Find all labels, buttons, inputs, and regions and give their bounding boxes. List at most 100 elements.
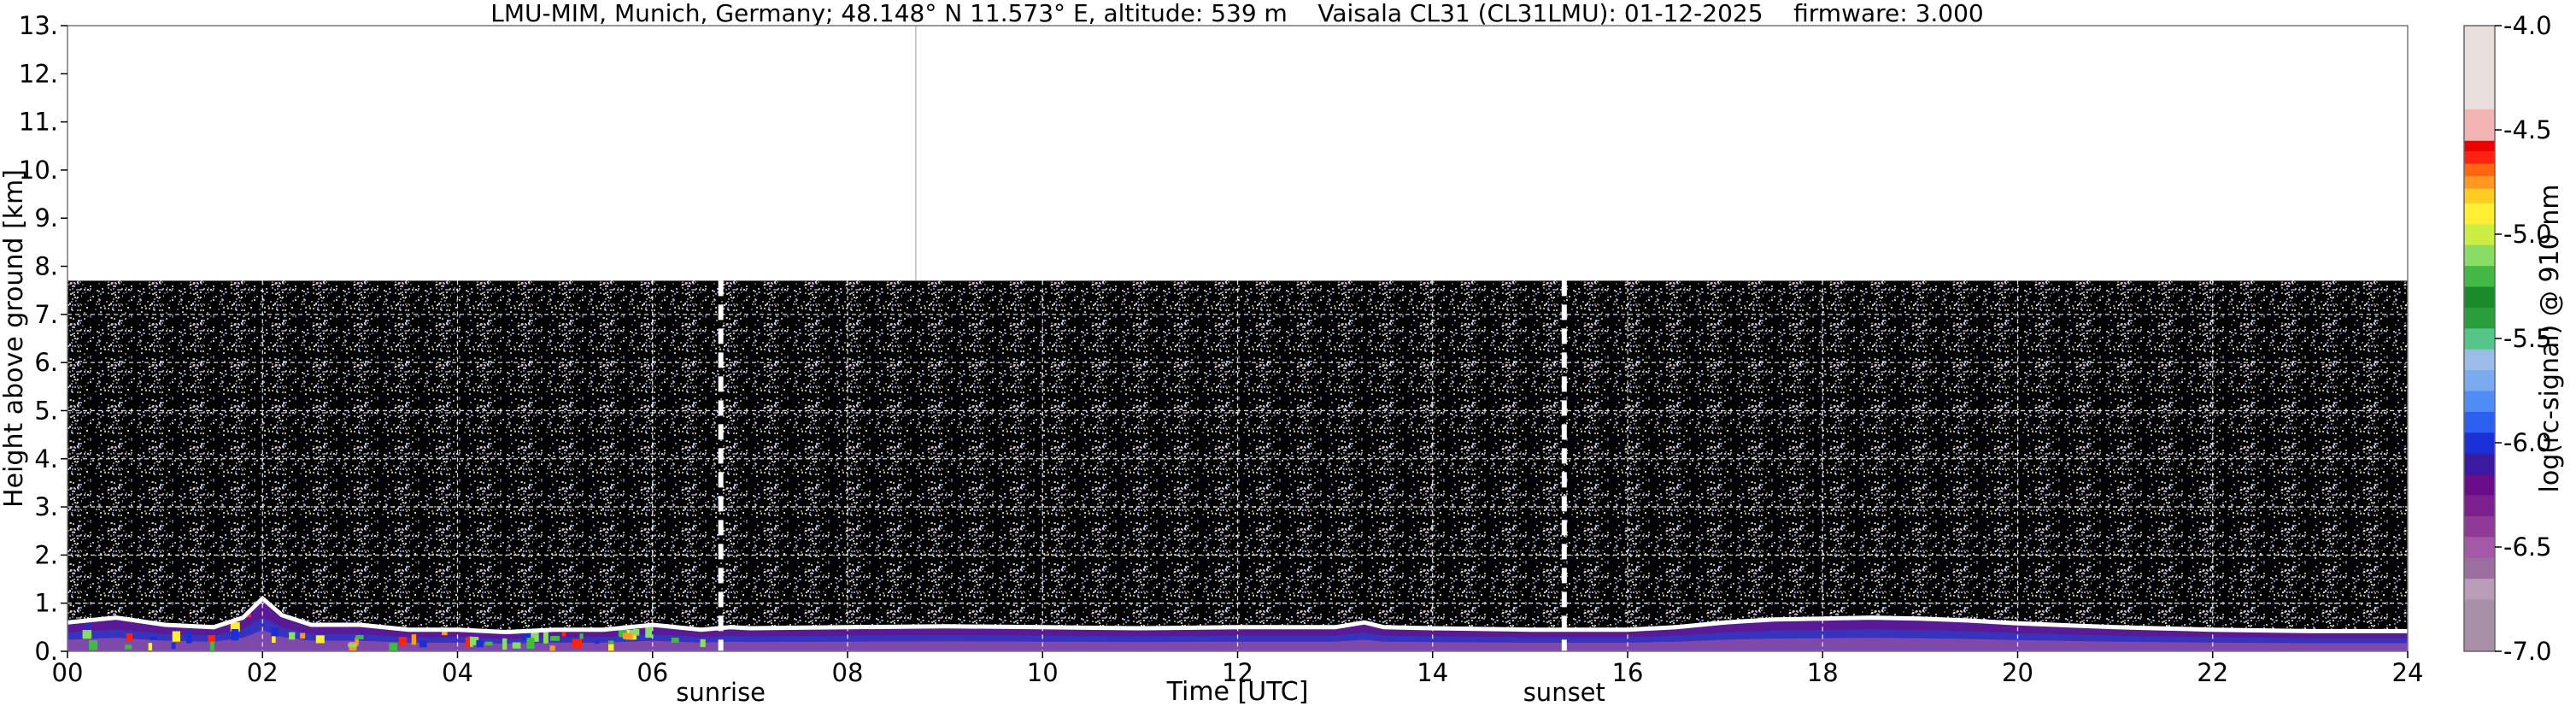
aerosol-patch xyxy=(572,638,582,649)
sunrise-label: sunrise xyxy=(676,678,766,706)
aerosol-patch xyxy=(700,638,706,648)
colorbar-band xyxy=(2464,495,2495,516)
colorbar-band xyxy=(2464,286,2495,308)
aerosol-patch xyxy=(171,642,176,650)
x-tick-label: 06 xyxy=(637,658,668,687)
y-tick-label: 12. xyxy=(19,59,58,88)
aerosol-patch xyxy=(550,635,560,641)
colorbar-tick-label: -4.0 xyxy=(2503,11,2552,40)
sun-marker-labels: sunrise sunset xyxy=(676,678,1605,706)
colorbar-band xyxy=(2464,536,2495,558)
y-tick-label: 5. xyxy=(34,396,58,425)
aerosol-patch xyxy=(594,639,600,644)
colorbar-band xyxy=(2464,163,2495,177)
aerosol-patch xyxy=(579,633,584,639)
colorbar-band xyxy=(2464,327,2495,350)
aerosol-patch xyxy=(411,634,417,645)
x-tick-label: 04 xyxy=(442,658,473,687)
y-tick-label: 9. xyxy=(34,203,58,232)
y-tick-label: 10. xyxy=(19,156,58,185)
aerosol-patch xyxy=(671,638,679,644)
colorbar-tick-label: -4.5 xyxy=(2503,115,2552,144)
colorbar-band xyxy=(2464,265,2495,287)
aerosol-patch xyxy=(398,637,408,647)
aerosol-patch xyxy=(468,637,479,645)
x-tick-label: 24 xyxy=(2392,658,2424,687)
y-tick-label: 7. xyxy=(34,300,58,329)
aerosol-patch xyxy=(607,644,614,651)
aerosol-patch xyxy=(469,636,473,647)
colorbar-band xyxy=(2464,411,2495,433)
x-tick-label: 18 xyxy=(1807,658,1839,687)
aerosol-patch xyxy=(502,638,508,650)
aerosol-patch xyxy=(645,627,652,638)
aerosol-patch xyxy=(476,639,484,648)
aerosol-patch xyxy=(315,635,325,644)
colorbar-band xyxy=(2464,150,2495,164)
y-tick-label: 8. xyxy=(34,252,58,281)
colorbar-band xyxy=(2464,109,2495,141)
y-tick-label: 3. xyxy=(34,492,58,521)
y-tick-label: 1. xyxy=(34,589,58,618)
aerosol-patch xyxy=(300,632,306,639)
x-tick-label: 20 xyxy=(2002,658,2033,687)
colorbar-band xyxy=(2464,599,2495,652)
x-tick-label: 08 xyxy=(832,658,864,687)
colorbar-tick-label: -6.5 xyxy=(2503,532,2552,562)
colorbar-tick-label: -5.5 xyxy=(2503,324,2552,353)
colorbar-label: log(rc-signal) @ 910 nm xyxy=(2535,185,2565,493)
aerosol-patch xyxy=(355,634,364,640)
y-axis-label: Height above ground [km] xyxy=(0,169,29,508)
colorbar-band xyxy=(2464,432,2495,454)
aerosol-patch xyxy=(607,640,614,645)
x-tick-label: 00 xyxy=(52,658,84,687)
x-tick-label: 16 xyxy=(1612,658,1644,687)
colorbar-band xyxy=(2464,474,2495,496)
x-axis: 00 02 04 06 08 10 12 14 16 18 20 22 24 xyxy=(52,651,2424,687)
y-tick-label: 11. xyxy=(19,108,58,137)
aerosol-patch xyxy=(82,630,92,639)
y-tick-label: 0. xyxy=(34,637,58,666)
y-tick-label: 4. xyxy=(34,444,58,474)
chart-title: LMU-MIM, Munich, Germany; 48.148° N 11.5… xyxy=(490,0,1984,27)
y-tick-label: 2. xyxy=(34,540,58,569)
aerosol-patch xyxy=(230,622,240,632)
x-tick-label: 22 xyxy=(2197,658,2228,687)
x-tick-label: 14 xyxy=(1417,658,1448,687)
aerosol-patch xyxy=(523,633,527,639)
aerosol-patch xyxy=(512,642,521,649)
boundary-layer-edge xyxy=(67,595,2408,635)
aerosol-patch xyxy=(208,635,215,643)
aerosol-patch xyxy=(618,627,627,637)
grid-lines xyxy=(67,26,2408,651)
aerosol-patch xyxy=(172,631,181,642)
aerosol-patch xyxy=(85,623,91,629)
aerosol-patch xyxy=(630,632,637,640)
aerosol-patch xyxy=(465,637,471,649)
colorbar-band xyxy=(2464,515,2495,538)
x-tick-label: 02 xyxy=(247,658,279,687)
y-tick-label: 13. xyxy=(19,11,58,40)
sunset-label: sunset xyxy=(1523,678,1605,706)
aerosol-patch xyxy=(126,633,133,641)
aerosol-patch xyxy=(271,627,279,637)
colorbar-tick-label: -5.0 xyxy=(2503,220,2552,249)
aerosol-patch xyxy=(185,631,192,644)
colorbar-band xyxy=(2464,188,2495,203)
aerosol-patch xyxy=(231,628,239,641)
y-tick-label: 6. xyxy=(34,348,58,377)
colorbar-tick-label: -7.0 xyxy=(2503,637,2552,666)
aerosol-patch xyxy=(89,640,98,650)
aerosol-patch xyxy=(389,643,398,651)
colorbar-band xyxy=(2464,453,2495,475)
colorbar-band xyxy=(2464,244,2495,267)
aerosol-patch xyxy=(148,643,153,650)
aerosol-patch xyxy=(419,640,427,648)
aerosol-patch xyxy=(355,637,359,646)
x-axis-label: Time [UTC] xyxy=(1166,677,1309,706)
x-tick-label: 10 xyxy=(1027,658,1059,687)
colorbar-band xyxy=(2464,349,2495,371)
x-tick-label: 12 xyxy=(1222,658,1253,687)
aerosol-patch xyxy=(125,644,132,650)
